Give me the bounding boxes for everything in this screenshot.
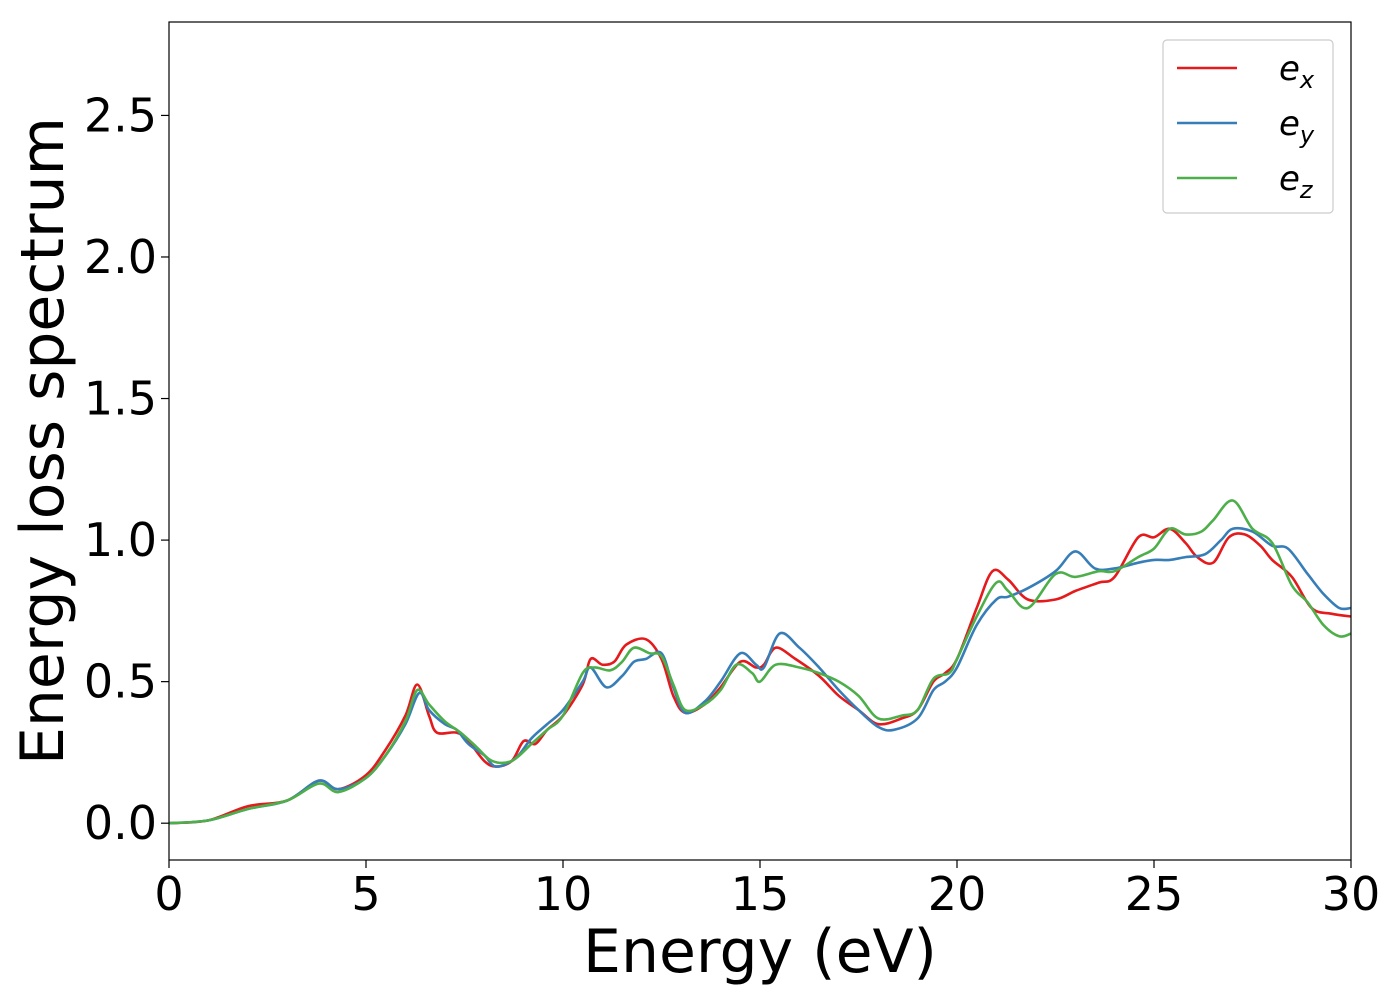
x-tick-label: 10 — [534, 867, 593, 921]
x-axis-label: Energy (eV) — [583, 917, 937, 987]
x-tick-label: 15 — [731, 867, 790, 921]
legend-label: ex — [1279, 49, 1315, 94]
y-tick-label: 2.5 — [84, 88, 157, 142]
x-tick-label: 20 — [928, 867, 987, 921]
x-tick-label: 25 — [1125, 867, 1184, 921]
legend-label-subscript: y — [1299, 121, 1315, 149]
legend-label-subscript: z — [1299, 176, 1314, 204]
series-line-e-z — [169, 499, 1351, 825]
x-tick-label: 0 — [154, 867, 183, 921]
legend-label: ez — [1279, 159, 1314, 204]
y-tick-label: 2.0 — [84, 230, 157, 284]
y-tick-label: 1.5 — [84, 372, 157, 426]
y-tick-label: 0.0 — [84, 796, 157, 850]
legend-label-base: e — [1279, 159, 1300, 199]
legend-label-base: e — [1279, 49, 1300, 89]
y-axis-label: Energy loss spectrum — [8, 117, 78, 765]
plot-frame — [168, 21, 1352, 861]
x-tick-label: 30 — [1322, 867, 1381, 921]
series-line-e-y — [169, 526, 1351, 825]
y-axis-ticks: 0.0 0.5 1.0 1.5 2.0 2.5 — [84, 88, 169, 850]
legend-label-subscript: x — [1299, 66, 1315, 94]
series-lines — [169, 499, 1351, 825]
x-axis-ticks: 0 5 10 15 20 25 30 — [154, 860, 1380, 921]
x-tick-label: 5 — [351, 867, 380, 921]
y-tick-label: 1.0 — [84, 513, 157, 567]
legend-label: ey — [1279, 104, 1315, 149]
y-tick-label: 0.5 — [84, 655, 157, 709]
legend-label-base: e — [1279, 104, 1300, 144]
legend-box — [1162, 39, 1334, 214]
